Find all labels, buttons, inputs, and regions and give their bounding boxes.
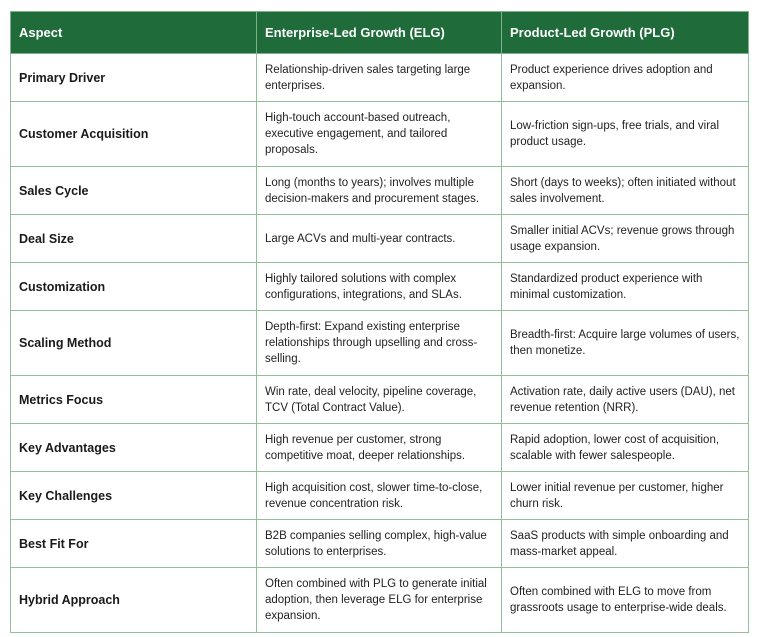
aspect-cell: Key Challenges <box>10 471 257 520</box>
table-row: Customization Highly tailored solutions … <box>10 262 749 311</box>
table-row: Hybrid Approach Often combined with PLG … <box>10 567 749 633</box>
plg-cell: Rapid adoption, lower cost of acquisitio… <box>501 423 749 472</box>
plg-cell: Product experience drives adoption and e… <box>501 53 749 102</box>
elg-cell: Relationship-driven sales targeting larg… <box>256 53 502 102</box>
aspect-cell: Customer Acquisition <box>10 101 257 167</box>
plg-cell: SaaS products with simple onboarding and… <box>501 519 749 568</box>
elg-cell: Depth-first: Expand existing enterprise … <box>256 310 502 376</box>
plg-cell: Standardized product experience with min… <box>501 262 749 311</box>
plg-cell: Smaller initial ACVs; revenue grows thro… <box>501 214 749 263</box>
elg-cell: High revenue per customer, strong compet… <box>256 423 502 472</box>
aspect-cell: Customization <box>10 262 257 311</box>
table-row: Scaling Method Depth-first: Expand exist… <box>10 310 749 376</box>
table-row: Key Advantages High revenue per customer… <box>10 423 749 472</box>
aspect-cell: Scaling Method <box>10 310 257 376</box>
header-plg: Product-Led Growth (PLG) <box>501 11 749 54</box>
plg-cell: Breadth-first: Acquire large volumes of … <box>501 310 749 376</box>
plg-cell: Short (days to weeks); often initiated w… <box>501 166 749 215</box>
elg-cell: High acquisition cost, slower time-to-cl… <box>256 471 502 520</box>
table-row: Customer Acquisition High-touch account-… <box>10 101 749 167</box>
elg-cell: B2B companies selling complex, high-valu… <box>256 519 502 568</box>
table-row: Sales Cycle Long (months to years); invo… <box>10 166 749 215</box>
plg-cell: Often combined with ELG to move from gra… <box>501 567 749 633</box>
elg-cell: Highly tailored solutions with complex c… <box>256 262 502 311</box>
aspect-cell: Sales Cycle <box>10 166 257 215</box>
table-row: Metrics Focus Win rate, deal velocity, p… <box>10 375 749 424</box>
comparison-table: Aspect Enterprise-Led Growth (ELG) Produ… <box>10 11 749 633</box>
table-row: Best Fit For B2B companies selling compl… <box>10 519 749 568</box>
aspect-cell: Hybrid Approach <box>10 567 257 633</box>
table-row: Deal Size Large ACVs and multi-year cont… <box>10 214 749 263</box>
aspect-cell: Deal Size <box>10 214 257 263</box>
elg-cell: Large ACVs and multi-year contracts. <box>256 214 502 263</box>
aspect-cell: Key Advantages <box>10 423 257 472</box>
header-aspect: Aspect <box>10 11 257 54</box>
plg-cell: Lower initial revenue per customer, high… <box>501 471 749 520</box>
elg-cell: High-touch account-based outreach, execu… <box>256 101 502 167</box>
table-row: Key Challenges High acquisition cost, sl… <box>10 471 749 520</box>
aspect-cell: Primary Driver <box>10 53 257 102</box>
elg-cell: Often combined with PLG to generate init… <box>256 567 502 633</box>
header-elg: Enterprise-Led Growth (ELG) <box>256 11 502 54</box>
elg-cell: Win rate, deal velocity, pipeline covera… <box>256 375 502 424</box>
plg-cell: Activation rate, daily active users (DAU… <box>501 375 749 424</box>
table-header-row: Aspect Enterprise-Led Growth (ELG) Produ… <box>10 11 749 54</box>
elg-cell: Long (months to years); involves multipl… <box>256 166 502 215</box>
table-row: Primary Driver Relationship-driven sales… <box>10 53 749 102</box>
comparison-table-container: Aspect Enterprise-Led Growth (ELG) Produ… <box>10 11 749 633</box>
plg-cell: Low-friction sign-ups, free trials, and … <box>501 101 749 167</box>
aspect-cell: Best Fit For <box>10 519 257 568</box>
aspect-cell: Metrics Focus <box>10 375 257 424</box>
